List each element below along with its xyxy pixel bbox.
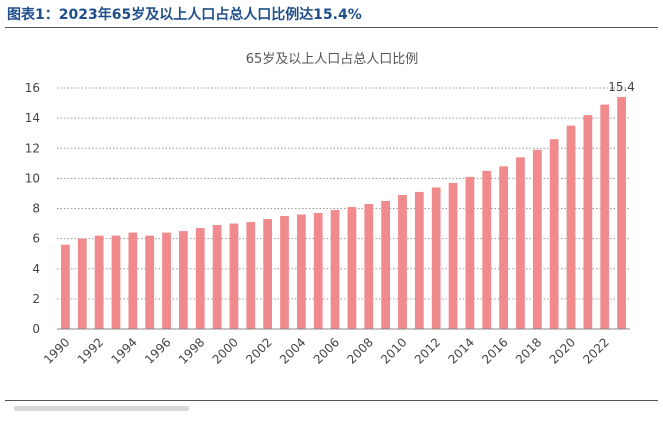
bars [61,97,626,329]
bar [162,232,171,329]
bar [465,176,475,329]
bar [179,231,188,329]
bar [94,235,104,329]
x-tick-label: 2018 [513,335,544,366]
bar [280,216,289,329]
bar [263,219,273,329]
y-tick-label: 2 [32,292,40,306]
x-tick-label: 2022 [580,335,611,366]
bar [296,214,306,329]
y-tick-label: 10 [25,171,40,185]
x-tick-label: 2008 [344,335,375,366]
bar [77,238,87,329]
y-tick-label: 12 [25,141,40,155]
y-axis-ticks: 0 2 4 6 8 10 12 14 16 [25,81,40,336]
x-tick-label: 2002 [243,335,274,366]
x-tick-label: 1990 [41,335,72,366]
x-tick-label: 2000 [210,335,241,366]
bar [195,228,205,329]
x-tick-label: 1998 [176,335,207,366]
x-tick-label: 2012 [412,335,443,366]
bar [482,170,492,329]
bar [364,203,374,329]
bar [414,191,424,329]
source-divider [5,400,658,401]
bar [229,223,239,329]
bar [431,187,441,329]
bar [600,104,610,329]
bar [549,139,559,329]
x-tick-label: 1992 [75,335,106,366]
bar [566,125,576,329]
bar [128,232,138,329]
x-tick-label: 1994 [108,335,139,366]
bar [145,235,155,329]
bar [381,200,391,329]
y-tick-label: 16 [25,81,40,95]
x-tick-label: 2020 [547,335,578,366]
bar [617,97,626,329]
x-tick-label: 1996 [142,335,173,366]
title-divider [5,27,658,28]
chart-title: 65岁及以上人口占总人口比例 [246,52,419,67]
x-tick-label: 2016 [479,335,510,366]
x-tick-label: 2004 [277,335,308,366]
data-labels: 15.4 [608,80,635,94]
bar [246,222,256,329]
bar [212,225,222,329]
y-tick-label: 0 [32,322,40,336]
source-note-blurred [14,406,189,411]
data-label: 15.4 [608,80,635,94]
bar [516,157,525,329]
bar [448,182,458,329]
y-tick-label: 6 [32,232,40,246]
bar [330,210,340,329]
y-tick-label: 4 [32,262,40,276]
y-tick-label: 8 [32,202,40,216]
bar [583,115,593,329]
bar [398,194,407,329]
y-gridlines [57,87,630,300]
bar [61,244,70,329]
bar [347,206,357,329]
bar [532,149,542,329]
x-tick-label: 2010 [378,335,409,366]
x-tick-label: 2014 [446,335,477,366]
y-tick-label: 14 [25,111,40,125]
x-axis-ticks: 1990 1992 1994 1996 1998 2000 2002 2004 2006 2008… [41,335,612,366]
x-tick-label: 2006 [311,335,342,366]
figure-title: 图表1：2023年65岁及以上人口占总人口比例达15.4% [7,7,362,23]
bar [499,166,508,329]
bar [313,213,323,329]
bar [111,235,121,329]
